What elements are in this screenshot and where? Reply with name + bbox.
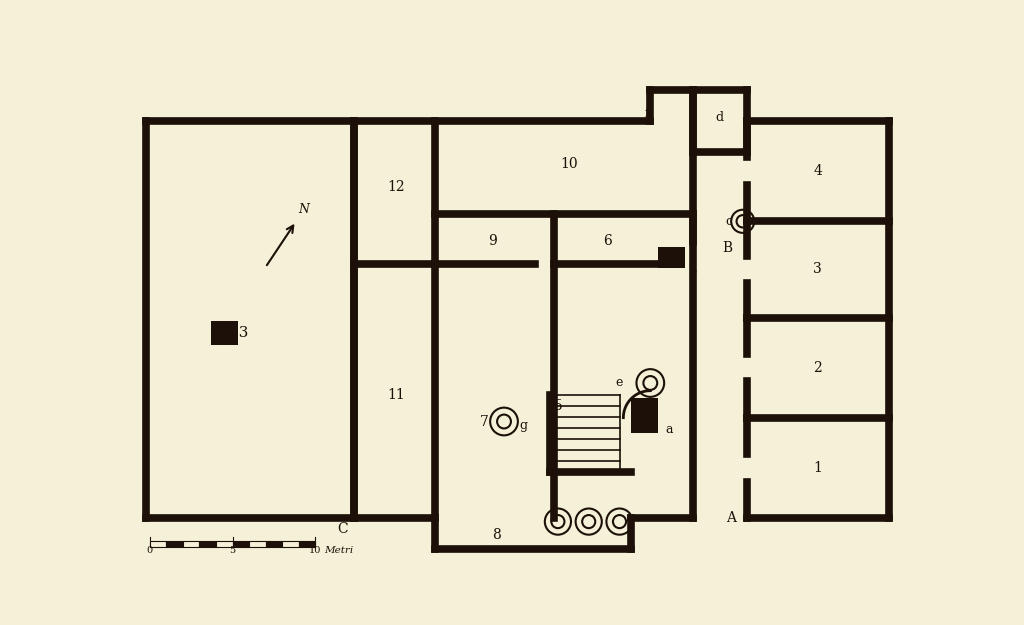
Text: e: e [615,376,624,389]
Text: g: g [519,419,527,432]
Bar [658,247,685,268]
Text: 13: 13 [228,326,248,340]
Text: f: f [644,107,649,120]
Bar [232,541,249,547]
Text: 9: 9 [488,234,497,248]
Bar [265,541,283,547]
Text: 8: 8 [492,528,501,542]
Bar [631,398,658,433]
Text: a: a [666,422,674,436]
Bar [283,541,299,547]
Bar [166,541,183,547]
Text: 4: 4 [813,164,822,178]
Text: C: C [337,522,347,536]
Text: 3: 3 [813,262,822,276]
Text: 7: 7 [479,414,488,429]
Bar [216,541,232,547]
Text: 5: 5 [229,546,236,555]
Text: 10: 10 [309,546,322,555]
Text: c: c [726,215,733,227]
Text: N: N [298,203,309,216]
Text: 12: 12 [387,179,406,194]
Bar [200,541,216,547]
Text: 6: 6 [603,234,612,248]
Bar [150,541,166,547]
Text: B: B [722,241,732,255]
Text: Metri: Metri [325,546,354,555]
Text: 10: 10 [561,156,579,171]
Text: A: A [726,511,736,525]
Bar [249,541,265,547]
Bar [211,321,239,344]
Bar [299,541,315,547]
Text: 11: 11 [387,388,406,401]
Text: b: b [689,265,697,278]
Text: 2: 2 [813,361,822,374]
Text: 5: 5 [554,399,562,413]
Text: d: d [716,111,724,124]
Bar [183,541,200,547]
Text: 0: 0 [146,546,153,555]
Text: 1: 1 [813,461,822,475]
